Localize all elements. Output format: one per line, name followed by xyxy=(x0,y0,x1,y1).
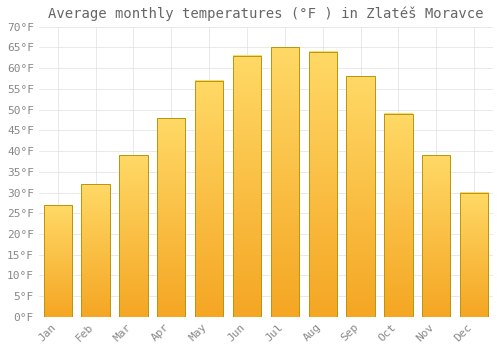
Bar xyxy=(119,155,148,317)
Bar xyxy=(157,118,186,317)
Bar xyxy=(44,205,72,317)
Bar xyxy=(384,114,412,317)
Bar xyxy=(233,56,261,317)
Bar xyxy=(422,155,450,317)
Bar xyxy=(82,184,110,317)
Bar xyxy=(346,77,375,317)
Bar xyxy=(195,80,224,317)
Bar xyxy=(308,52,337,317)
Title: Average monthly temperatures (°F ) in Zlatéš Moravce: Average monthly temperatures (°F ) in Zl… xyxy=(48,7,484,21)
Bar xyxy=(270,48,299,317)
Bar xyxy=(460,193,488,317)
